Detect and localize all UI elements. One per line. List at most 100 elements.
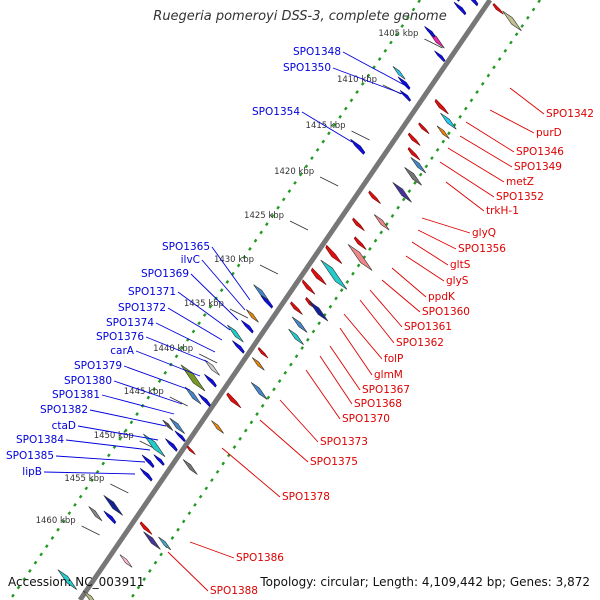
tick-label: 1405 kbp [378, 29, 418, 39]
gene-feature [434, 50, 446, 63]
leader-line [405, 255, 445, 282]
gene-feature [158, 536, 172, 551]
leader-line [305, 369, 341, 420]
gene-feature [260, 295, 274, 309]
gene-label: ctaD [52, 420, 76, 432]
leader-line [113, 380, 183, 405]
dotted-track-outer [129, 0, 541, 600]
gene-label: SPO1349 [514, 161, 562, 173]
leader-line [417, 229, 457, 250]
tick-label: 1450 kbp [94, 431, 134, 441]
gene-label: SPO1384 [16, 434, 64, 446]
gene-label: SPO1385 [6, 450, 54, 462]
gene-feature [310, 267, 327, 286]
leader-line [145, 336, 209, 363]
gene-feature [57, 569, 78, 590]
leader-line [342, 51, 411, 89]
leader-line [439, 161, 495, 198]
gene-feature [143, 531, 161, 550]
gene-label: SPO1348 [293, 46, 341, 58]
gene-label: SPO1346 [516, 146, 564, 158]
leader-line [465, 121, 515, 153]
gene-label: SPO1374 [106, 317, 154, 329]
gene-feature [440, 112, 457, 130]
gene-feature [180, 364, 206, 392]
gene-feature [418, 122, 430, 134]
gene-label: metZ [506, 176, 534, 188]
tick-label: 1460 kbp [36, 516, 76, 526]
gene-feature [169, 417, 185, 434]
gene-feature [373, 214, 390, 231]
gene-feature [141, 454, 155, 469]
gene-feature [174, 430, 186, 443]
gene-feature [162, 419, 174, 431]
gene-feature [350, 139, 366, 155]
gene-feature [103, 510, 117, 525]
gene-label: glyS [446, 275, 469, 287]
leader-line [339, 327, 373, 376]
gene-label: purD [536, 127, 562, 139]
gene-feature [139, 468, 153, 482]
gene-feature [353, 236, 367, 250]
tick-mark [351, 130, 370, 141]
leader-line [65, 439, 151, 451]
leader-line [211, 246, 251, 301]
gene-label: SPO1350 [283, 62, 331, 74]
gene-label: SPO1352 [496, 191, 544, 203]
gene-feature [291, 316, 308, 333]
tick-label: 1420 kbp [274, 167, 314, 177]
gene-feature [182, 459, 198, 475]
gene-feature [250, 382, 268, 400]
gene-feature [347, 244, 373, 271]
tick-mark [110, 483, 129, 494]
gene-label: SPO1362 [396, 337, 444, 349]
leader-line [445, 181, 485, 212]
gene-label: SPO1382 [40, 404, 88, 416]
gene-label: SPO1368 [354, 398, 402, 410]
tick-label: 1435 kbp [184, 299, 224, 309]
leader-line [332, 67, 409, 97]
gene-feature [434, 98, 449, 115]
leader-line [43, 471, 136, 475]
map-title: Ruegeria pomeroyi DSS-3, complete genome [153, 9, 447, 24]
gene-feature [198, 393, 211, 407]
leader-line [369, 289, 403, 328]
tick-label: 1455 kbp [64, 474, 104, 484]
leader-line [177, 291, 231, 331]
leader-line [189, 541, 235, 559]
gene-label: SPO1373 [320, 436, 368, 448]
gene-feature [165, 438, 178, 452]
tick-mark [229, 308, 249, 319]
gene-feature [368, 190, 381, 204]
gene-feature [392, 66, 406, 80]
tick-label: 1425 kbp [244, 211, 284, 221]
leader-line [391, 267, 427, 298]
leader-line [359, 299, 395, 344]
gene-feature [226, 392, 242, 409]
leader-line [167, 307, 223, 341]
gene-label: SPO1379 [74, 360, 122, 372]
leader-line [167, 551, 209, 592]
gene-feature [492, 3, 504, 15]
tick-mark [424, 38, 443, 49]
gene-feature [470, 0, 479, 7]
gene-label: carA [110, 345, 135, 357]
gene-label: SPO1378 [282, 491, 330, 503]
gene-feature [290, 301, 303, 315]
gene-label: lipB [22, 466, 42, 478]
leader-line [489, 109, 535, 134]
gene-feature [399, 90, 412, 102]
gene-feature [204, 359, 220, 376]
gene-feature [253, 284, 269, 301]
gene-label: SPO1369 [141, 268, 189, 280]
gene-feature [227, 324, 244, 343]
leader-line [421, 217, 471, 234]
leader-line [101, 394, 175, 415]
leader-line [447, 147, 505, 183]
leader-line [381, 279, 421, 313]
gene-label: SPO1356 [458, 243, 506, 255]
gene-feature [82, 590, 95, 600]
tick-label: 1440 kbp [153, 344, 193, 354]
gene-label: SPO1388 [210, 585, 258, 597]
gene-feature [257, 347, 269, 359]
